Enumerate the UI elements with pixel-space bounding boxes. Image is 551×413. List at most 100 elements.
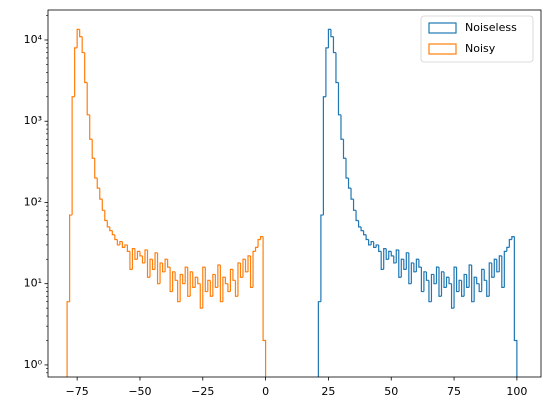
- histogram-bin: [136, 250, 140, 260]
- histogram-bin: [116, 239, 120, 246]
- histogram-bin: [106, 220, 110, 228]
- histogram-bin: [458, 279, 462, 292]
- x-tick-label: 100: [506, 385, 527, 398]
- histogram-bin: [488, 262, 492, 297]
- histogram-bin: [413, 262, 417, 273]
- histogram-bin: [368, 239, 372, 246]
- histogram-bin: [481, 268, 485, 292]
- y-tick-label: 10³: [24, 114, 42, 127]
- histogram-bin: [156, 252, 161, 285]
- histogram-bin: [350, 188, 354, 200]
- histogram-bin: [453, 266, 457, 309]
- histogram-bin: [463, 273, 467, 297]
- histogram-bin: [169, 267, 173, 293]
- histogram-bin: [501, 255, 505, 289]
- histogram-bin: [365, 234, 369, 241]
- histogram-bin: [131, 248, 135, 270]
- histogram-bin: [89, 114, 93, 140]
- histogram-bin: [357, 220, 362, 228]
- histogram-bin: [74, 47, 78, 97]
- histogram-bin: [403, 259, 407, 270]
- histogram-bin: [448, 277, 452, 285]
- histogram-bin: [71, 96, 75, 216]
- histogram-bin: [84, 52, 88, 84]
- histogram-bin: [498, 255, 502, 272]
- histogram-bin: [380, 251, 384, 270]
- histogram-bin: [141, 255, 145, 264]
- x-tick-label: 0: [262, 385, 269, 398]
- histogram-bin: [161, 262, 166, 273]
- histogram-bin: [478, 283, 482, 293]
- y-tick-label: 10⁰: [24, 358, 43, 371]
- histogram-bin: [347, 178, 352, 189]
- histogram-bin: [486, 280, 490, 297]
- histogram-bin: [390, 251, 394, 257]
- histogram-bin: [111, 230, 115, 236]
- histogram-bin: [325, 47, 329, 97]
- histogram-bin: [503, 250, 507, 288]
- histogram-bin: [101, 199, 105, 211]
- histogram-bin: [450, 283, 455, 309]
- histogram-bin: [355, 210, 359, 222]
- histogram-bin: [460, 280, 465, 297]
- histogram-bin: [179, 273, 183, 302]
- histogram-bin: [373, 241, 377, 248]
- histogram-bin: [234, 280, 238, 297]
- histogram-bin: [443, 271, 447, 289]
- histogram-bin: [317, 301, 321, 377]
- histogram-bin: [430, 273, 434, 302]
- histogram-bin: [219, 264, 223, 303]
- histogram-bin: [199, 283, 203, 309]
- y-tick-label: 10⁴: [24, 33, 43, 46]
- histogram-bin: [99, 188, 103, 200]
- histogram-bin: [224, 277, 228, 285]
- histogram-bin: [104, 210, 108, 222]
- histogram-bin: [91, 139, 95, 159]
- histogram-bin: [473, 276, 477, 302]
- legend-swatch: [428, 43, 457, 55]
- histogram-bin: [129, 251, 133, 270]
- histogram-bin: [66, 301, 70, 377]
- histogram-bin: [79, 29, 83, 38]
- histogram-bin: [194, 276, 198, 288]
- x-tick-label: 50: [384, 385, 398, 398]
- histogram-bin: [332, 36, 336, 54]
- histogram-bin: [149, 258, 153, 278]
- histogram-bin: [425, 271, 429, 281]
- histogram-bin: [468, 264, 472, 288]
- histogram-bin: [363, 230, 367, 236]
- histogram-bin: [410, 262, 414, 284]
- histogram-bin: [408, 252, 412, 285]
- histogram-bin: [254, 246, 259, 252]
- histogram-bin: [445, 276, 450, 288]
- legend-label: Noiseless: [465, 21, 517, 34]
- histogram-bin: [249, 255, 254, 289]
- histogram-bin: [204, 267, 208, 293]
- histogram-bin: [493, 258, 497, 278]
- histogram-bin: [471, 264, 475, 303]
- histogram-bin: [242, 258, 246, 278]
- histogram-bin: [174, 271, 178, 281]
- histogram-bin: [352, 199, 357, 211]
- histogram-bin: [378, 244, 382, 252]
- histogram-bin: [511, 235, 515, 240]
- histogram-bin: [418, 259, 422, 268]
- histogram-bin: [139, 251, 143, 257]
- histogram-bin: [159, 262, 163, 284]
- histogram-bin: [385, 248, 389, 260]
- histogram-bin: [151, 259, 156, 270]
- histogram-bin: [232, 269, 236, 281]
- histogram-bin: [184, 266, 188, 284]
- x-tick-label: −50: [128, 385, 151, 398]
- histogram-bin: [476, 277, 480, 285]
- histogram-bin: [420, 267, 424, 293]
- x-tick-label: −25: [191, 385, 214, 398]
- histogram-bin: [172, 271, 176, 292]
- histogram-series: [66, 28, 267, 377]
- x-tick-label: 75: [447, 385, 461, 398]
- histogram-bin: [187, 267, 191, 297]
- histogram-bin: [209, 280, 213, 297]
- histogram-bin: [119, 240, 123, 245]
- histogram-bin: [244, 259, 249, 273]
- histogram-bin: [146, 249, 151, 278]
